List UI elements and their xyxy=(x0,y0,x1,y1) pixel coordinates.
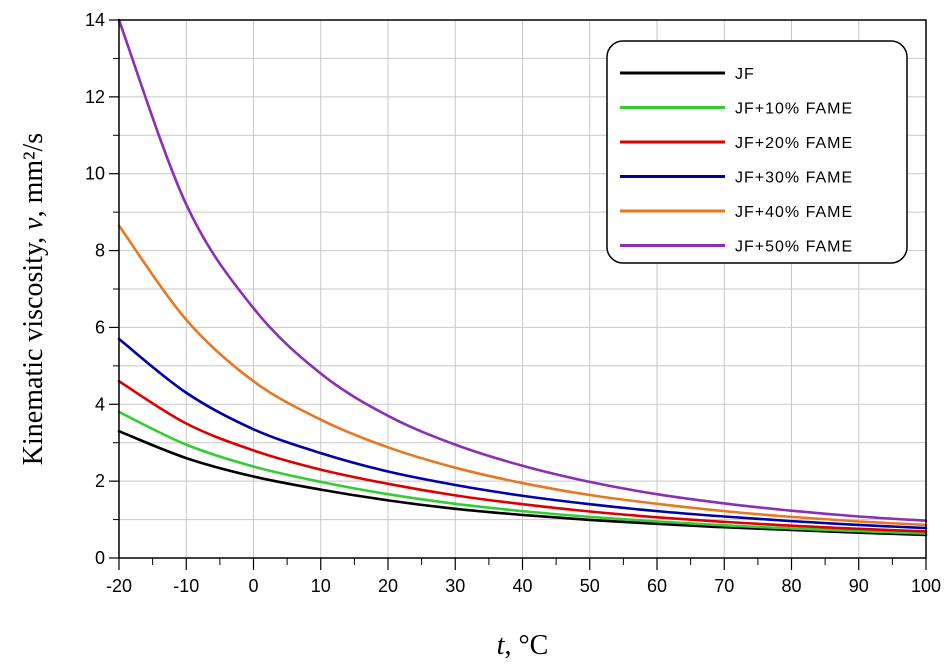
x-axis-title: t, °C xyxy=(497,630,549,661)
x-tick-label: 80 xyxy=(781,576,801,596)
y-tick-label: 8 xyxy=(95,241,105,261)
y-tick-label: 6 xyxy=(95,317,105,337)
x-tick-label: 30 xyxy=(445,576,465,596)
x-tick-label: 100 xyxy=(911,576,941,596)
y-axis-text: Kinematic viscosity, xyxy=(18,237,49,465)
axis-ticks: -20 -10 0 10 20 30 40 50 60 70 80 90 100 0 2 4 6 8 10 12 14 xyxy=(85,10,941,596)
legend: JF JF+10% FAME JF+20% FAME JF+30% FAME JF+40… xyxy=(606,40,908,264)
x-tick-label: 60 xyxy=(647,576,667,596)
y-axis-title: Kinematic viscosity, ν, mm²/s xyxy=(18,133,49,465)
series-line-3 xyxy=(117,337,928,530)
y-tick-label: 12 xyxy=(85,87,105,107)
x-tick-label: -20 xyxy=(106,576,132,596)
series-line-4 xyxy=(117,224,928,527)
series-line-1 xyxy=(117,410,928,535)
legend-box xyxy=(606,40,908,264)
x-axis-unit: , °C xyxy=(504,630,548,661)
x-tick-label: 20 xyxy=(378,576,398,596)
x-tick-label: 10 xyxy=(311,576,331,596)
series-lines xyxy=(117,18,928,537)
x-tick-label: 40 xyxy=(512,576,532,596)
y-axis-symbol: ν xyxy=(18,217,49,230)
x-tick-label: 90 xyxy=(849,576,869,596)
series-line-2 xyxy=(117,379,928,533)
legend-label: JF+10% FAME xyxy=(735,101,853,118)
x-tick-label: 50 xyxy=(580,576,600,596)
y-tick-label: 10 xyxy=(85,164,105,184)
legend-label: JF xyxy=(735,66,755,83)
x-tick-label: 70 xyxy=(714,576,734,596)
y-axis-unit: , mm²/s xyxy=(18,133,49,218)
series-line-5 xyxy=(117,18,928,523)
legend-label: JF+30% FAME xyxy=(735,170,853,187)
y-tick-label: 0 xyxy=(95,548,105,568)
legend-label: JF+40% FAME xyxy=(735,204,853,221)
series-line-0 xyxy=(117,429,928,537)
x-axis-variable: t xyxy=(497,630,506,661)
x-tick-label: 0 xyxy=(248,576,258,596)
y-tick-label: 14 xyxy=(85,10,105,30)
legend-label: JF+20% FAME xyxy=(735,135,853,152)
x-tick-label: -10 xyxy=(173,576,199,596)
svg-text:Kinematic viscosity, ν: Kinematic viscosity, ν, mm²/s xyxy=(18,133,49,465)
svg-text:t, °C: t, °C xyxy=(497,630,549,661)
y-tick-label: 2 xyxy=(95,471,105,491)
legend-label: JF+50% FAME xyxy=(735,239,853,256)
y-tick-label: 4 xyxy=(95,394,105,414)
